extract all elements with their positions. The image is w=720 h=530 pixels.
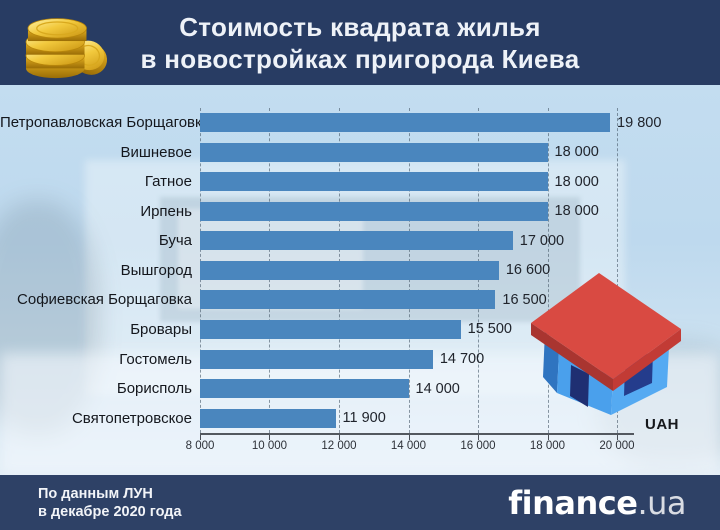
bar-track: 17 000 — [200, 226, 617, 256]
bar-value: 17 000 — [519, 232, 565, 249]
bar — [200, 142, 548, 162]
x-axis-unit: UAH — [645, 416, 679, 433]
bar — [200, 172, 548, 192]
bar-track: 14 000 — [200, 374, 617, 404]
x-axis-labels: 8 000 10 000 12 000 14 000 16 000 18 000 20 00… — [186, 440, 635, 456]
bar-value: 15 500 — [467, 321, 512, 338]
bar-label: Бровары — [130, 320, 192, 338]
bar-row: Бровары 15 500 — [0, 315, 660, 345]
bar-label: Буча — [158, 232, 192, 250]
x-tick-label: 8 000 — [185, 440, 215, 452]
source-line-2: в декабре 2020 года — [38, 503, 182, 520]
x-tick-label: 16 000 — [460, 440, 496, 452]
bar-value: 19 800 — [617, 114, 662, 131]
bar-label: Святопетровское — [71, 409, 192, 427]
bar-value: 16 600 — [505, 262, 551, 279]
bar — [200, 201, 548, 221]
bar-label: Вишневое — [120, 143, 192, 161]
bar — [200, 349, 433, 369]
bar — [200, 290, 496, 310]
bar-value: 18 000 — [554, 173, 599, 190]
bar-row: Буча 17 000 — [0, 226, 660, 256]
bar-label: Гостомель — [119, 350, 192, 368]
bar — [200, 379, 409, 399]
bar-rows: Петропавловская Борщаговка 19 800 Вишневое… — [0, 108, 661, 433]
bar — [200, 231, 513, 251]
bar-track: 16 600 — [200, 256, 617, 286]
logo-suffix: .ua — [637, 483, 686, 522]
data-source: По данным ЛУН в декабре 2020 года — [38, 485, 182, 521]
bar-row: Гатное 18 000 — [0, 167, 660, 197]
bar-label: Софиевская Борщаговка — [17, 291, 192, 309]
x-tick-label: 14 000 — [390, 440, 427, 452]
gridline — [617, 108, 618, 440]
chart-area: Петропавловская Борщаговка 19 800 Вишневое… — [0, 85, 720, 475]
bar-value: 14 000 — [415, 380, 460, 397]
bar-label: Борисполь — [116, 380, 192, 398]
x-tick-label: 10 000 — [251, 440, 288, 452]
bar-row: Софиевская Борщаговка 16 500 — [0, 285, 660, 315]
bar-value: 11 900 — [342, 410, 386, 427]
bar-row: Борисполь 14 000 — [0, 374, 660, 404]
bar-label: Петропавловская Борщаговка — [0, 114, 211, 132]
bar-track: 11 900 — [200, 403, 617, 433]
bar-row: Святопетровское 11 900 — [0, 403, 660, 433]
bar-track: 16 500 — [200, 285, 617, 315]
bar-value: 14 700 — [439, 351, 485, 368]
house-icon — [531, 273, 681, 415]
x-axis — [200, 433, 634, 435]
bar — [200, 319, 461, 339]
bar — [200, 260, 499, 280]
bar-label: Ирпень — [140, 202, 192, 220]
bar-row: Вышгород 16 600 — [0, 256, 660, 286]
bar-track: 18 000 — [200, 197, 617, 227]
bar — [200, 113, 611, 133]
bar — [200, 408, 336, 428]
bar-track: 15 500 — [200, 315, 617, 345]
header: Стоимость квадрата жилья в новостройках … — [0, 0, 720, 85]
bar-label: Вышгород — [120, 261, 192, 279]
x-tick-label: 20 000 — [599, 440, 635, 452]
bar-row: Вишневое 18 000 — [0, 138, 660, 168]
x-tick-label: 18 000 — [529, 440, 566, 452]
bar-row: Петропавловская Борщаговка 19 800 — [0, 108, 661, 138]
bar-track: 18 000 — [200, 167, 617, 197]
gold-coins-icon — [25, 18, 108, 79]
bar-row: Гостомель 14 700 — [0, 344, 660, 374]
bar-track: 19 800 — [200, 108, 661, 138]
bar-value: 16 500 — [502, 291, 547, 308]
logo-main: finance — [508, 483, 638, 522]
title-line-2: в новостройках пригорода Киева — [140, 44, 580, 74]
finance-ua-logo: finance.ua — [508, 487, 686, 519]
bar-track: 18 000 — [200, 138, 617, 168]
footer: По данным ЛУН в декабре 2020 года financ… — [0, 475, 720, 530]
bar-value: 18 000 — [554, 144, 599, 161]
page-title: Стоимость квадрата жилья в новостройках … — [0, 0, 720, 75]
bar-row: Ирпень 18 000 — [0, 197, 660, 227]
title-line-1: Стоимость квадрата жилья — [179, 12, 541, 42]
bar-label: Гатное — [144, 173, 192, 191]
source-line-1: По данным ЛУН — [38, 485, 153, 502]
gridline — [547, 108, 549, 440]
bar-track: 14 700 — [200, 344, 617, 374]
bar-value: 18 000 — [554, 203, 599, 220]
x-tick-label: 12 000 — [321, 440, 357, 452]
